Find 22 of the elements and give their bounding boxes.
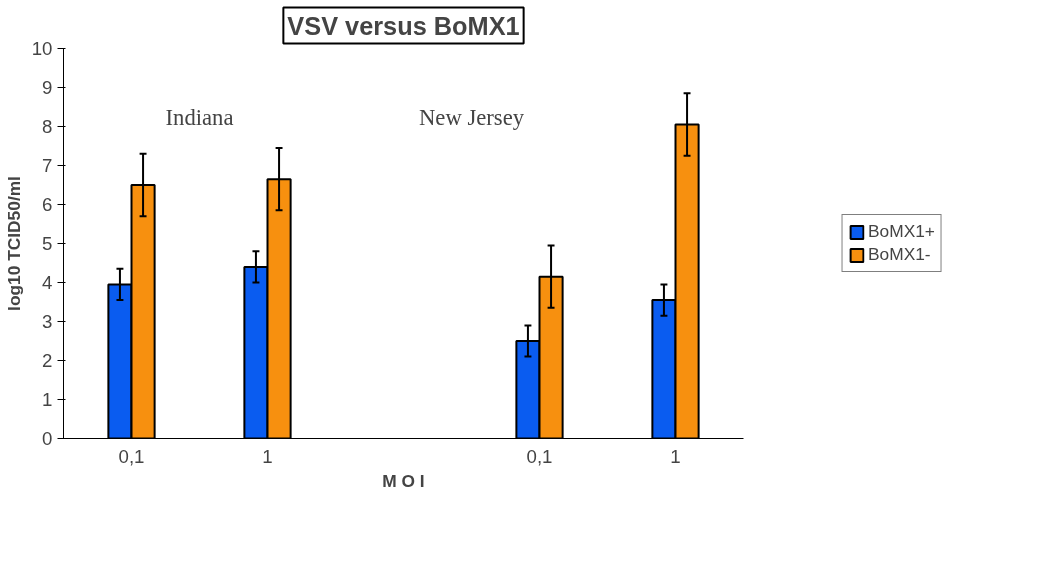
y-tick-label: 8 (42, 116, 53, 137)
legend-label: BoMX1+ (868, 221, 935, 242)
x-tick-label: 1 (670, 445, 681, 467)
annotation: New Jersey (418, 105, 525, 131)
annotation: Indiana (165, 105, 234, 131)
chart-title: VSV versus BoMX1 (287, 11, 520, 40)
y-tick-label: 9 (42, 77, 53, 98)
y-tick-label: 6 (42, 194, 53, 215)
x-tick-label: 0,1 (526, 445, 553, 467)
x-tick-label: 0,1 (118, 445, 145, 467)
y-axis-title: log10 TCID50/ml (3, 176, 24, 311)
y-tick-label: 10 (31, 38, 53, 59)
y-tick-label: 4 (42, 272, 53, 293)
x-axis-title: M O I (382, 470, 425, 491)
y-tick-label: 5 (42, 233, 53, 254)
y-tick-label: 2 (42, 350, 53, 371)
y-tick-label: 3 (42, 311, 53, 332)
y-tick-label: 0 (42, 428, 53, 449)
x-tick-label: 1 (262, 445, 273, 467)
legend-label: BoMX1- (868, 244, 931, 265)
y-tick-label: 7 (42, 155, 53, 176)
y-tick-label: 1 (42, 389, 53, 410)
